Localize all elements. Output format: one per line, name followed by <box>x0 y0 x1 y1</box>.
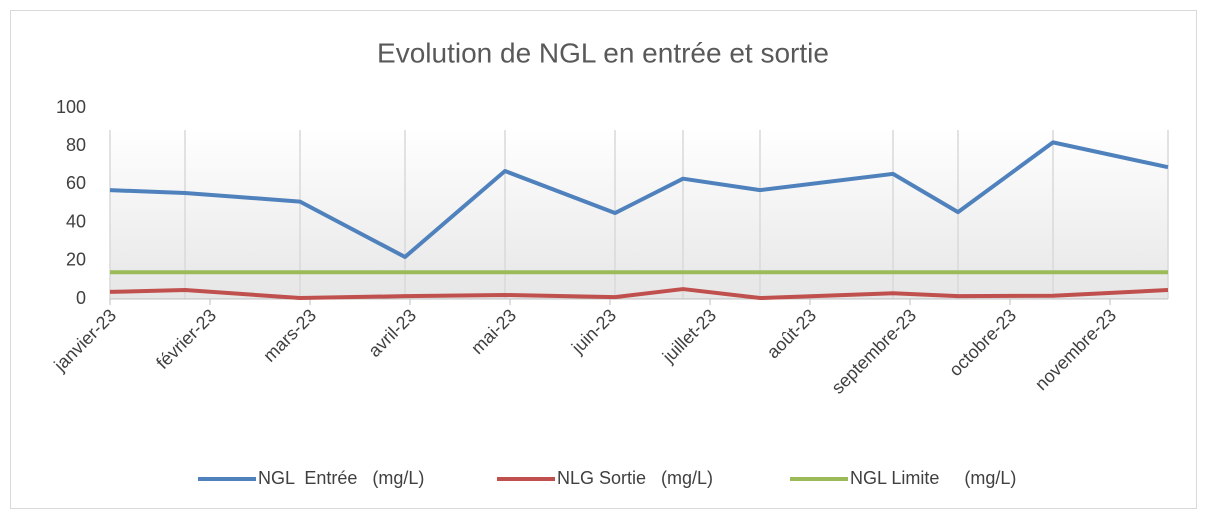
y-tick-label: 0 <box>76 288 86 308</box>
y-tick-label: 100 <box>56 97 86 117</box>
chart-title: Evolution de NGL en entrée et sortie <box>377 37 829 68</box>
y-tick-label: 40 <box>66 211 86 231</box>
series-line <box>109 140 1169 259</box>
y-tick-label: 80 <box>66 135 86 155</box>
legend-label: NLG Sortie (mg/L) <box>557 468 713 488</box>
legend-label: NGL Entrée (mg/L) <box>258 468 424 488</box>
y-tick-label: 60 <box>66 173 86 193</box>
series-line <box>109 287 1169 301</box>
legend-label: NGL Limite (mg/L) <box>850 468 1016 488</box>
y-tick-label: 20 <box>66 250 86 270</box>
